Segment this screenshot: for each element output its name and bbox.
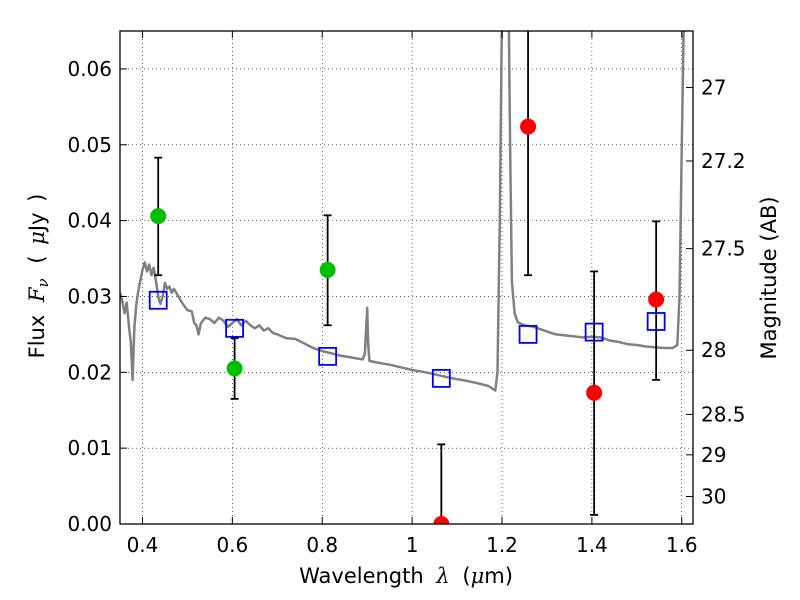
model-photometry-point	[646, 312, 666, 331]
tick-labels: 0.4 0.6 0.8 1 1.2 1.4 1.6 0.00 0.01 0.02 0.03 0.04 0…	[67, 57, 745, 557]
y-tick-label: 0.02	[67, 360, 112, 384]
y2-tick-label: 27.2	[701, 149, 746, 173]
y2-tick-label: 28.5	[701, 402, 746, 426]
model-photometry-point	[225, 318, 245, 338]
observed-points-layer	[150, 118, 665, 524]
model-spectrum-layer	[120, 31, 685, 392]
observed-point	[226, 360, 243, 377]
observed-point	[150, 208, 167, 225]
y-tick-label: 0.05	[67, 133, 112, 157]
x-tick-label: 0.4	[127, 533, 159, 557]
x-tick-label: 1.2	[486, 533, 518, 557]
x-tick-label: 1.6	[666, 533, 698, 557]
observed-point	[586, 384, 603, 401]
model-photometry-point	[431, 368, 451, 388]
x-axis-label: Wavelength λ (μm)	[299, 564, 513, 588]
y2-tick-label: 27.5	[701, 237, 746, 261]
observed-point	[433, 516, 450, 524]
model-photometry-point	[318, 346, 338, 366]
y-tick-label: 0.03	[67, 284, 112, 308]
x-tick-label: 1.4	[576, 533, 608, 557]
x-tick-label: 0.8	[306, 533, 338, 557]
y-axis-label: Flux Fν ( μJy )	[25, 194, 53, 359]
x-tick-label: 1	[406, 533, 419, 557]
model-photometry-point	[518, 324, 538, 344]
y-tick-label: 0.04	[67, 209, 112, 233]
model-spectrum-line	[120, 31, 685, 392]
observed-point	[520, 118, 537, 135]
x-tick-label: 0.6	[216, 533, 248, 557]
grid-lines	[120, 31, 693, 525]
y2-tick-label: 30	[701, 484, 726, 508]
axis-ticks	[120, 31, 693, 525]
error-bars-layer	[154, 31, 661, 524]
y2-tick-label: 29	[701, 443, 726, 467]
y2-tick-label: 28	[701, 338, 726, 362]
y-tick-label: 0.06	[67, 57, 112, 81]
model-photometry-point	[584, 322, 604, 342]
observed-point	[648, 291, 665, 308]
model-photometry-layer	[148, 290, 666, 388]
y-tick-label: 0.00	[67, 512, 112, 536]
y2-axis-label: Magnitude (AB)	[757, 196, 781, 359]
y-tick-label: 0.01	[67, 436, 112, 460]
plot-frame	[119, 30, 694, 525]
y2-tick-label: 27	[701, 76, 726, 100]
model-photometry-point	[148, 290, 168, 310]
observed-point	[319, 261, 336, 278]
